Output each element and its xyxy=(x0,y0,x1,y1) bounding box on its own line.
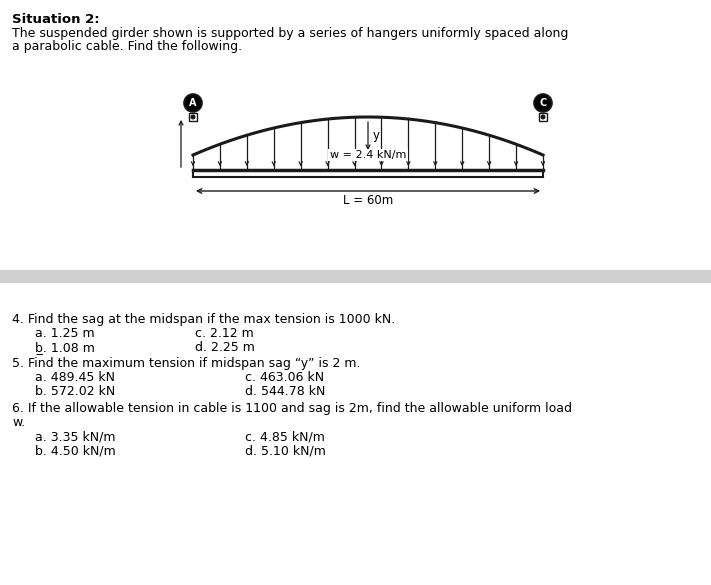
Bar xyxy=(0,270,711,283)
Bar xyxy=(189,113,197,121)
Text: A: A xyxy=(189,98,197,108)
Text: b. 572.02 kN: b. 572.02 kN xyxy=(35,385,115,398)
Text: 5. Find the maximum tension if midspan sag “y” is 2 m.: 5. Find the maximum tension if midspan s… xyxy=(12,357,360,370)
Text: a. 489.45 kN: a. 489.45 kN xyxy=(35,371,115,384)
Circle shape xyxy=(191,115,195,119)
Text: a parabolic cable. Find the following.: a parabolic cable. Find the following. xyxy=(12,40,242,53)
Text: a. 3.35 kN/m: a. 3.35 kN/m xyxy=(35,430,115,443)
Text: w = 2.4 kN/m: w = 2.4 kN/m xyxy=(330,150,406,160)
Text: c. 2.12 m: c. 2.12 m xyxy=(195,327,254,340)
Text: d. 2.25 m: d. 2.25 m xyxy=(195,341,255,354)
Text: Situation 2:: Situation 2: xyxy=(12,13,100,26)
Text: 4. Find the sag at the midspan if the max tension is 1000 kN.: 4. Find the sag at the midspan if the ma… xyxy=(12,313,395,326)
Text: w.: w. xyxy=(12,416,25,429)
Circle shape xyxy=(541,115,545,119)
Text: b. 4.50 kN/m: b. 4.50 kN/m xyxy=(35,444,116,457)
Text: The suspended girder shown is supported by a series of hangers uniformly spaced : The suspended girder shown is supported … xyxy=(12,27,568,40)
Bar xyxy=(539,113,547,121)
Circle shape xyxy=(184,94,202,112)
Text: d. 544.78 kN: d. 544.78 kN xyxy=(245,385,326,398)
Text: C: C xyxy=(540,98,547,108)
Text: c. 463.06 kN: c. 463.06 kN xyxy=(245,371,324,384)
Text: 6. If the allowable tension in cable is 1100 and sag is 2m, find the allowable u: 6. If the allowable tension in cable is … xyxy=(12,402,572,415)
Text: y: y xyxy=(373,129,380,143)
Circle shape xyxy=(534,94,552,112)
Text: a. 1.25 m: a. 1.25 m xyxy=(35,327,95,340)
Text: c. 4.85 kN/m: c. 4.85 kN/m xyxy=(245,430,325,443)
Text: L = 60m: L = 60m xyxy=(343,194,393,207)
Text: b̲. 1.08 m: b̲. 1.08 m xyxy=(35,341,95,354)
Text: d. 5.10 kN/m: d. 5.10 kN/m xyxy=(245,444,326,457)
